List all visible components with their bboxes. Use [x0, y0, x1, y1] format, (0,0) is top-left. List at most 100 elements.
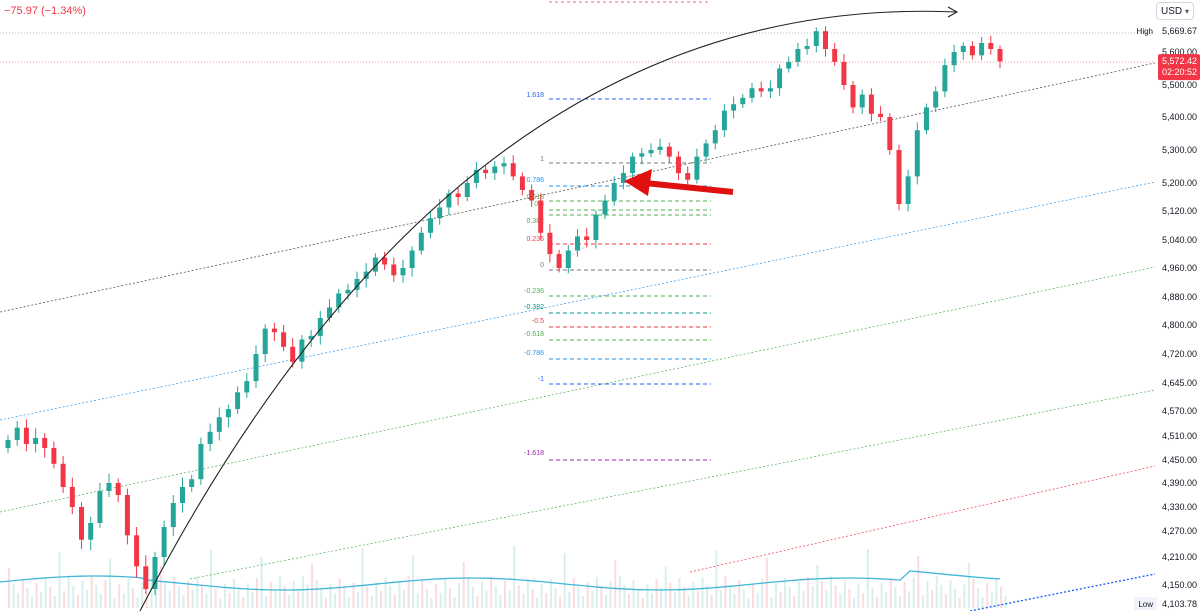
- price-tick-label: 4,800.00: [1162, 320, 1197, 330]
- fib-level-label: 0.382: [526, 218, 544, 225]
- candle-body: [216, 417, 222, 432]
- price-axis: 5,600.00 5,500.00 5,400.00 5,300.00 5,200.00…: [1134, 22, 1200, 611]
- volume-bar: [921, 595, 924, 608]
- volume-bar: [605, 595, 607, 608]
- volume-bar: [710, 595, 713, 608]
- candle-body: [575, 236, 580, 251]
- volume-bar: [214, 589, 217, 608]
- volume-bar: [58, 552, 61, 608]
- volume-bar: [632, 580, 635, 608]
- candle-body: [198, 444, 204, 480]
- volume-bar: [430, 598, 433, 608]
- candle-body: [134, 535, 140, 567]
- volume-bar: [912, 577, 915, 608]
- volume-bar: [843, 580, 846, 608]
- volume-bar: [329, 584, 332, 608]
- candle-body: [712, 130, 718, 144]
- candle-body: [887, 117, 893, 150]
- candle-body: [538, 200, 544, 233]
- price-tick-label: 5,600.00: [1162, 47, 1197, 57]
- price-tick-label: 4,960.00: [1162, 263, 1197, 273]
- candle-body: [161, 527, 167, 557]
- volume-bar: [462, 562, 465, 608]
- price-tick-label: 5,400.00: [1162, 112, 1197, 122]
- volume-bar: [756, 593, 759, 608]
- volume-bar: [205, 594, 208, 608]
- volume-bar: [485, 591, 488, 608]
- fib-level-label: 0.618: [526, 194, 544, 201]
- volume-bar: [145, 592, 148, 608]
- volume-bar: [86, 590, 89, 608]
- volume-bar: [706, 586, 709, 608]
- low-label-bg: [1134, 597, 1157, 610]
- channel-line-3: [0, 266, 1156, 513]
- volume-bar: [168, 591, 171, 608]
- volume-bar: [871, 588, 874, 608]
- fib-level-label: -1.618: [524, 450, 544, 457]
- volume-bar: [476, 596, 479, 608]
- price-tick-label: 5,120.00: [1162, 206, 1197, 216]
- volume-bar: [1004, 596, 1007, 608]
- volume-bar: [876, 597, 878, 608]
- volume-bar: [618, 576, 621, 608]
- candle-body: [914, 130, 920, 177]
- price-change-readout: −75.97 (−1.34%): [4, 5, 86, 17]
- volume-bar: [600, 586, 603, 608]
- volume-bar: [494, 586, 497, 608]
- volume-bar: [288, 595, 291, 608]
- volume-bar: [31, 597, 33, 608]
- candle-body: [510, 163, 516, 177]
- volume-bar: [458, 583, 461, 608]
- volume-bar: [853, 598, 855, 608]
- volume-bar: [788, 587, 791, 608]
- volume-bar: [839, 594, 842, 608]
- volume-bar: [830, 576, 833, 608]
- volume-bar: [407, 576, 410, 608]
- volume-bar: [416, 594, 419, 608]
- volume-bar: [136, 597, 139, 608]
- volume-bar: [513, 546, 516, 608]
- candle-body: [832, 49, 838, 62]
- candle-body: [235, 392, 241, 410]
- candle-body: [868, 94, 874, 114]
- trend-lines-layer: [0, 1, 1156, 612]
- candle-body: [648, 150, 654, 154]
- bar-countdown: 02:20:52: [1162, 67, 1197, 77]
- currency-selector[interactable]: USD ▾: [1156, 2, 1194, 20]
- volume-bar: [301, 576, 304, 608]
- volume-bar: [554, 588, 557, 608]
- price-tick-label: 4,210.00: [1162, 552, 1197, 562]
- high-label: High: [1137, 27, 1153, 36]
- candles-layer: [5, 26, 1003, 596]
- volume-bar: [251, 592, 254, 608]
- candle-body: [556, 254, 562, 268]
- volume-bar: [40, 592, 43, 608]
- volume-bar: [366, 587, 369, 608]
- volume-bar: [72, 586, 75, 608]
- volume-bar: [159, 566, 162, 608]
- volume-bar: [425, 589, 428, 608]
- volume-bar: [17, 593, 20, 608]
- volume-bar: [903, 582, 906, 608]
- candle-body: [721, 110, 727, 131]
- volume-bar: [527, 580, 529, 608]
- annotations-layer: [139, 6, 959, 612]
- price-tick-label: 4,570.00: [1162, 406, 1197, 416]
- volume-bar: [504, 581, 506, 608]
- volume-bar: [389, 586, 392, 608]
- candle-body: [878, 113, 884, 117]
- volume-bar: [338, 579, 341, 608]
- red-arrow-head: [624, 169, 652, 196]
- volume-bar: [669, 583, 672, 608]
- volume-bar: [802, 591, 805, 608]
- candle-body: [5, 440, 11, 448]
- volume-bar: [572, 578, 575, 608]
- volume-bar: [899, 596, 901, 608]
- volume-bar: [729, 585, 731, 608]
- candle-body: [253, 354, 259, 382]
- volume-bar: [155, 587, 157, 608]
- candle-body: [464, 183, 470, 197]
- candle-body: [437, 207, 443, 219]
